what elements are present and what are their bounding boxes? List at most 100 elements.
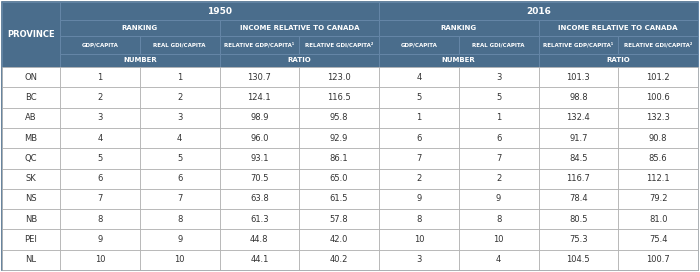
Text: 101.3: 101.3 xyxy=(566,73,590,82)
Text: 124.1: 124.1 xyxy=(248,93,271,102)
Bar xyxy=(140,108,220,128)
Bar xyxy=(458,87,538,108)
Text: 9: 9 xyxy=(496,194,501,203)
Text: 9: 9 xyxy=(416,194,421,203)
Bar xyxy=(458,229,538,250)
Text: RANKING: RANKING xyxy=(122,25,158,31)
Text: 9: 9 xyxy=(177,235,182,244)
Bar xyxy=(458,36,538,54)
Text: 42.0: 42.0 xyxy=(330,235,349,244)
Bar xyxy=(220,36,300,54)
Text: 4: 4 xyxy=(97,134,102,143)
Text: 1: 1 xyxy=(177,73,182,82)
Bar xyxy=(379,67,459,87)
Text: 8: 8 xyxy=(416,215,421,224)
Text: 10: 10 xyxy=(494,235,504,244)
Text: 8: 8 xyxy=(496,215,501,224)
Bar xyxy=(618,148,698,168)
Text: 75.3: 75.3 xyxy=(569,235,588,244)
Text: AB: AB xyxy=(25,113,37,122)
Bar xyxy=(618,108,698,128)
Bar xyxy=(458,189,538,209)
Bar xyxy=(379,168,459,189)
Bar xyxy=(2,128,60,148)
Text: ON: ON xyxy=(25,73,38,82)
Text: 92.9: 92.9 xyxy=(330,134,349,143)
Text: 44.8: 44.8 xyxy=(250,235,269,244)
Bar xyxy=(538,67,618,87)
Text: 95.8: 95.8 xyxy=(330,113,349,122)
Bar xyxy=(379,209,459,229)
Bar xyxy=(538,148,618,168)
Bar xyxy=(220,148,300,168)
Text: INCOME RELATIVE TO CANADA: INCOME RELATIVE TO CANADA xyxy=(559,25,678,31)
Text: 1: 1 xyxy=(97,73,102,82)
Bar xyxy=(220,229,300,250)
Text: NUMBER: NUMBER xyxy=(442,57,475,63)
Text: 7: 7 xyxy=(177,194,182,203)
Text: 57.8: 57.8 xyxy=(330,215,349,224)
Text: 5: 5 xyxy=(496,93,501,102)
Bar xyxy=(538,209,618,229)
Text: 98.8: 98.8 xyxy=(569,93,588,102)
Text: 6: 6 xyxy=(496,134,501,143)
Text: INCOME RELATIVE TO CANADA: INCOME RELATIVE TO CANADA xyxy=(239,25,359,31)
Bar xyxy=(538,189,618,209)
Text: RATIO: RATIO xyxy=(606,57,630,63)
Text: 132.4: 132.4 xyxy=(566,113,590,122)
Text: 132.3: 132.3 xyxy=(646,113,670,122)
Bar xyxy=(618,168,698,189)
Bar xyxy=(140,128,220,148)
Text: 6: 6 xyxy=(97,174,103,183)
Bar xyxy=(379,54,538,67)
Bar xyxy=(2,209,60,229)
Bar xyxy=(140,189,220,209)
Text: 5: 5 xyxy=(416,93,421,102)
Bar xyxy=(2,67,60,87)
Text: 79.2: 79.2 xyxy=(649,194,667,203)
Text: 61.3: 61.3 xyxy=(250,215,269,224)
Bar xyxy=(458,67,538,87)
Text: 130.7: 130.7 xyxy=(247,73,272,82)
Bar xyxy=(300,209,379,229)
Text: 10: 10 xyxy=(414,235,424,244)
Text: 8: 8 xyxy=(177,215,182,224)
Bar xyxy=(140,250,220,270)
Bar xyxy=(538,128,618,148)
Text: MB: MB xyxy=(25,134,38,143)
Text: 2: 2 xyxy=(97,93,102,102)
Text: 7: 7 xyxy=(416,154,421,163)
Bar xyxy=(379,108,459,128)
Bar xyxy=(618,67,698,87)
Bar xyxy=(300,250,379,270)
Text: QC: QC xyxy=(25,154,37,163)
Text: 85.6: 85.6 xyxy=(649,154,667,163)
Bar xyxy=(60,67,140,87)
Bar xyxy=(300,128,379,148)
Bar xyxy=(618,36,698,54)
Text: 70.5: 70.5 xyxy=(250,174,269,183)
Text: 100.6: 100.6 xyxy=(646,93,670,102)
Bar xyxy=(140,36,220,54)
Text: 10: 10 xyxy=(174,255,185,264)
Bar xyxy=(538,36,618,54)
Bar xyxy=(458,108,538,128)
Bar xyxy=(140,168,220,189)
Text: 75.4: 75.4 xyxy=(649,235,667,244)
Text: SK: SK xyxy=(26,174,36,183)
Text: 2016: 2016 xyxy=(526,7,551,16)
Text: 3: 3 xyxy=(177,113,182,122)
Bar xyxy=(379,128,459,148)
Bar xyxy=(60,54,220,67)
Bar xyxy=(618,229,698,250)
Bar xyxy=(2,2,60,67)
Text: 91.7: 91.7 xyxy=(569,134,587,143)
Text: 5: 5 xyxy=(97,154,102,163)
Bar xyxy=(60,189,140,209)
Bar xyxy=(220,108,300,128)
Bar xyxy=(458,148,538,168)
Text: REAL GDI/CAPITA: REAL GDI/CAPITA xyxy=(473,42,525,48)
Bar xyxy=(300,36,379,54)
Bar xyxy=(60,87,140,108)
Text: 8: 8 xyxy=(97,215,103,224)
